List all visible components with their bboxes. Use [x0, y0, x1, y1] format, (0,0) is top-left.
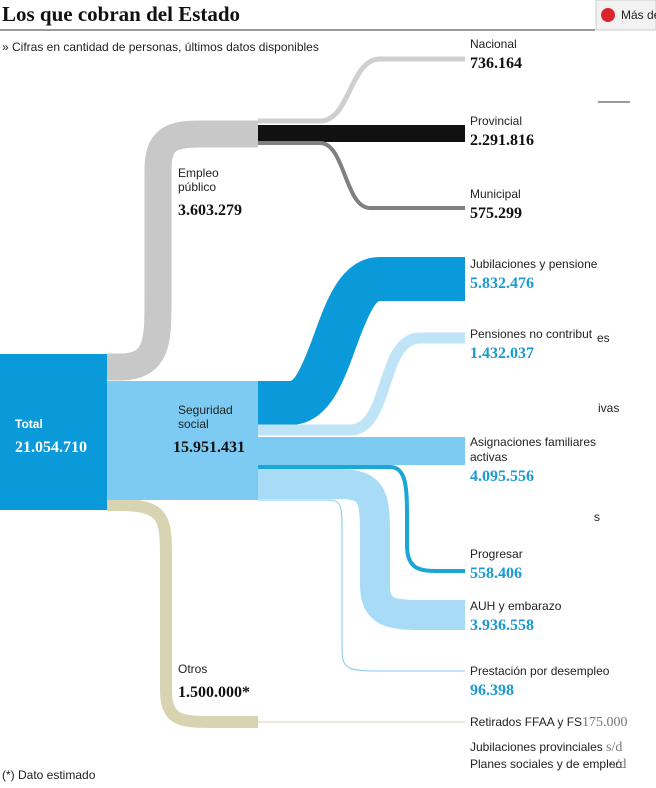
label: Jubilaciones y pensione [470, 257, 598, 271]
fragment: s [594, 510, 600, 524]
label: público [178, 180, 216, 194]
ribbon-pensiones [258, 332, 465, 436]
value: 3.936.558 [470, 617, 534, 634]
value: 575.299 [470, 205, 522, 222]
label: Empleo [178, 166, 219, 180]
label: Planes sociales y de empleo [470, 757, 622, 771]
ribbon-municipal [258, 141, 465, 210]
label: social [178, 417, 209, 431]
value: 1.432.037 [470, 345, 534, 362]
ribbon-nacional [258, 56, 465, 124]
label: AUH y embarazo [470, 599, 562, 613]
value: 96.398 [470, 682, 514, 699]
value: 1.500.000* [178, 684, 250, 701]
value: 2.291.816 [470, 132, 534, 149]
ribbon-progresar [258, 465, 465, 573]
value: 15.951.431 [173, 439, 245, 456]
value: 3.603.279 [178, 202, 242, 219]
header: Los que cobran del Estado » Cifras en ca… [0, 2, 595, 54]
fragment: ivas [598, 401, 619, 415]
label: Nacional [470, 37, 517, 51]
label: Otros [178, 662, 207, 676]
ribbon-provincial [258, 125, 465, 142]
ribbon-prestacion [258, 499, 465, 672]
value: s/d [610, 757, 626, 772]
value: 558.406 [470, 565, 522, 582]
ribbon-auh [258, 469, 465, 630]
label: Prestación por desempleo [470, 664, 610, 678]
label: Provincial [470, 114, 522, 128]
overlay: Más de es ivas s [594, 0, 656, 524]
button-icon [601, 8, 615, 22]
right-labels: Nacional 736.164 Provincial 2.291.816 Mu… [470, 37, 628, 772]
fragment: es [597, 331, 610, 345]
subtitle: » Cifras en cantidad de personas, último… [2, 40, 319, 54]
value: 4.095.556 [470, 468, 534, 485]
label: Pensiones no contribut [470, 327, 593, 341]
label: activas [470, 450, 507, 464]
label: Progresar [470, 547, 523, 561]
ribbon-jubilaciones [258, 257, 465, 425]
label: Seguridad [178, 403, 233, 417]
ribbons [107, 56, 465, 728]
label: Municipal [470, 187, 521, 201]
ribbon-empleo [107, 120, 258, 381]
label: Total [15, 417, 43, 431]
value: s/d [606, 740, 622, 755]
value: 21.054.710 [15, 439, 87, 456]
value: 5.832.476 [470, 275, 534, 292]
label: Jubilaciones provinciales [470, 740, 603, 754]
ribbon-asignaciones [258, 437, 465, 465]
title: Los que cobran del Estado [2, 2, 240, 26]
value: 736.164 [470, 55, 522, 72]
node-total [0, 354, 107, 510]
label: Asignaciones familiares [470, 435, 596, 449]
ribbon-otros [107, 499, 258, 728]
button[interactable]: Más de [621, 8, 656, 22]
footnote: (*) Dato estimado [2, 768, 96, 782]
node-seguridad [107, 381, 258, 500]
value: 175.000 [582, 715, 628, 730]
label: Retirados FFAA y FS [470, 715, 582, 729]
